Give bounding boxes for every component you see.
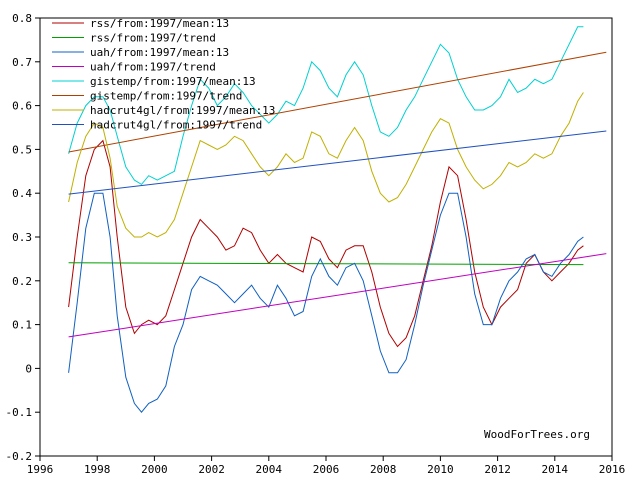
x-tick-label: 2008 (370, 463, 397, 476)
series-layer (68, 26, 607, 413)
series-line-2 (68, 192, 584, 413)
y-tick-label: 0.6 (12, 100, 32, 113)
x-tick-label: 2010 (427, 463, 454, 476)
y-tick-label: 0.1 (12, 319, 32, 332)
y-tick-label: 0.7 (12, 56, 32, 69)
legend-label: uah/from:1997/trend (90, 61, 216, 74)
series-line-3 (68, 253, 607, 338)
legend-label: gistemp/from:1997/trend (90, 90, 242, 103)
y-axis: -0.2 -0.1 0 0.1 0.2 0.3 0.4 0.5 0.6 0.7 0.8 (6, 12, 40, 463)
legend: rss/from:1997/mean:13 rss/from:1997/trend… (52, 17, 275, 132)
y-tick-label: -0.2 (6, 450, 33, 463)
series-line-1 (68, 262, 584, 266)
legend-label: uah/from:1997/mean:13 (90, 46, 229, 59)
x-tick-label: 1998 (84, 463, 111, 476)
legend-label: gistemp/from:1997/mean:13 (90, 75, 256, 88)
x-tick-label: 2012 (484, 463, 511, 476)
y-tick-label: -0.1 (6, 406, 33, 419)
x-tick-label: 2014 (542, 463, 569, 476)
y-tick-label: 0 (25, 362, 32, 375)
legend-label: rss/from:1997/mean:13 (90, 17, 229, 30)
x-tick-label: 2004 (256, 463, 283, 476)
series-line-7 (68, 130, 607, 195)
y-tick-label: 0.8 (12, 12, 32, 25)
legend-label: rss/from:1997/trend (90, 32, 216, 45)
legend-label: hadcrut4gl/from:1997/trend (90, 119, 262, 132)
x-axis: 1996 1998 2000 2002 2004 2006 2008 2010 2012 2014… (27, 456, 626, 476)
x-tick-label: 2002 (198, 463, 225, 476)
x-tick-label: 2016 (599, 463, 626, 476)
y-tick-label: 0.5 (12, 143, 32, 156)
watermark: WoodForTrees.org (484, 428, 590, 441)
x-tick-label: 2000 (141, 463, 168, 476)
x-tick-label: 1996 (27, 463, 54, 476)
y-tick-label: 0.2 (12, 275, 32, 288)
series-line-5 (68, 51, 607, 153)
series-line-0 (68, 139, 584, 348)
series-line-4 (68, 26, 584, 186)
y-tick-label: 0.3 (12, 231, 32, 244)
series-line-6 (68, 92, 584, 238)
legend-label: hadcrut4gl/from:1997/mean:13 (90, 104, 275, 117)
x-tick-label: 2006 (313, 463, 340, 476)
y-tick-label: 0.4 (12, 187, 32, 200)
